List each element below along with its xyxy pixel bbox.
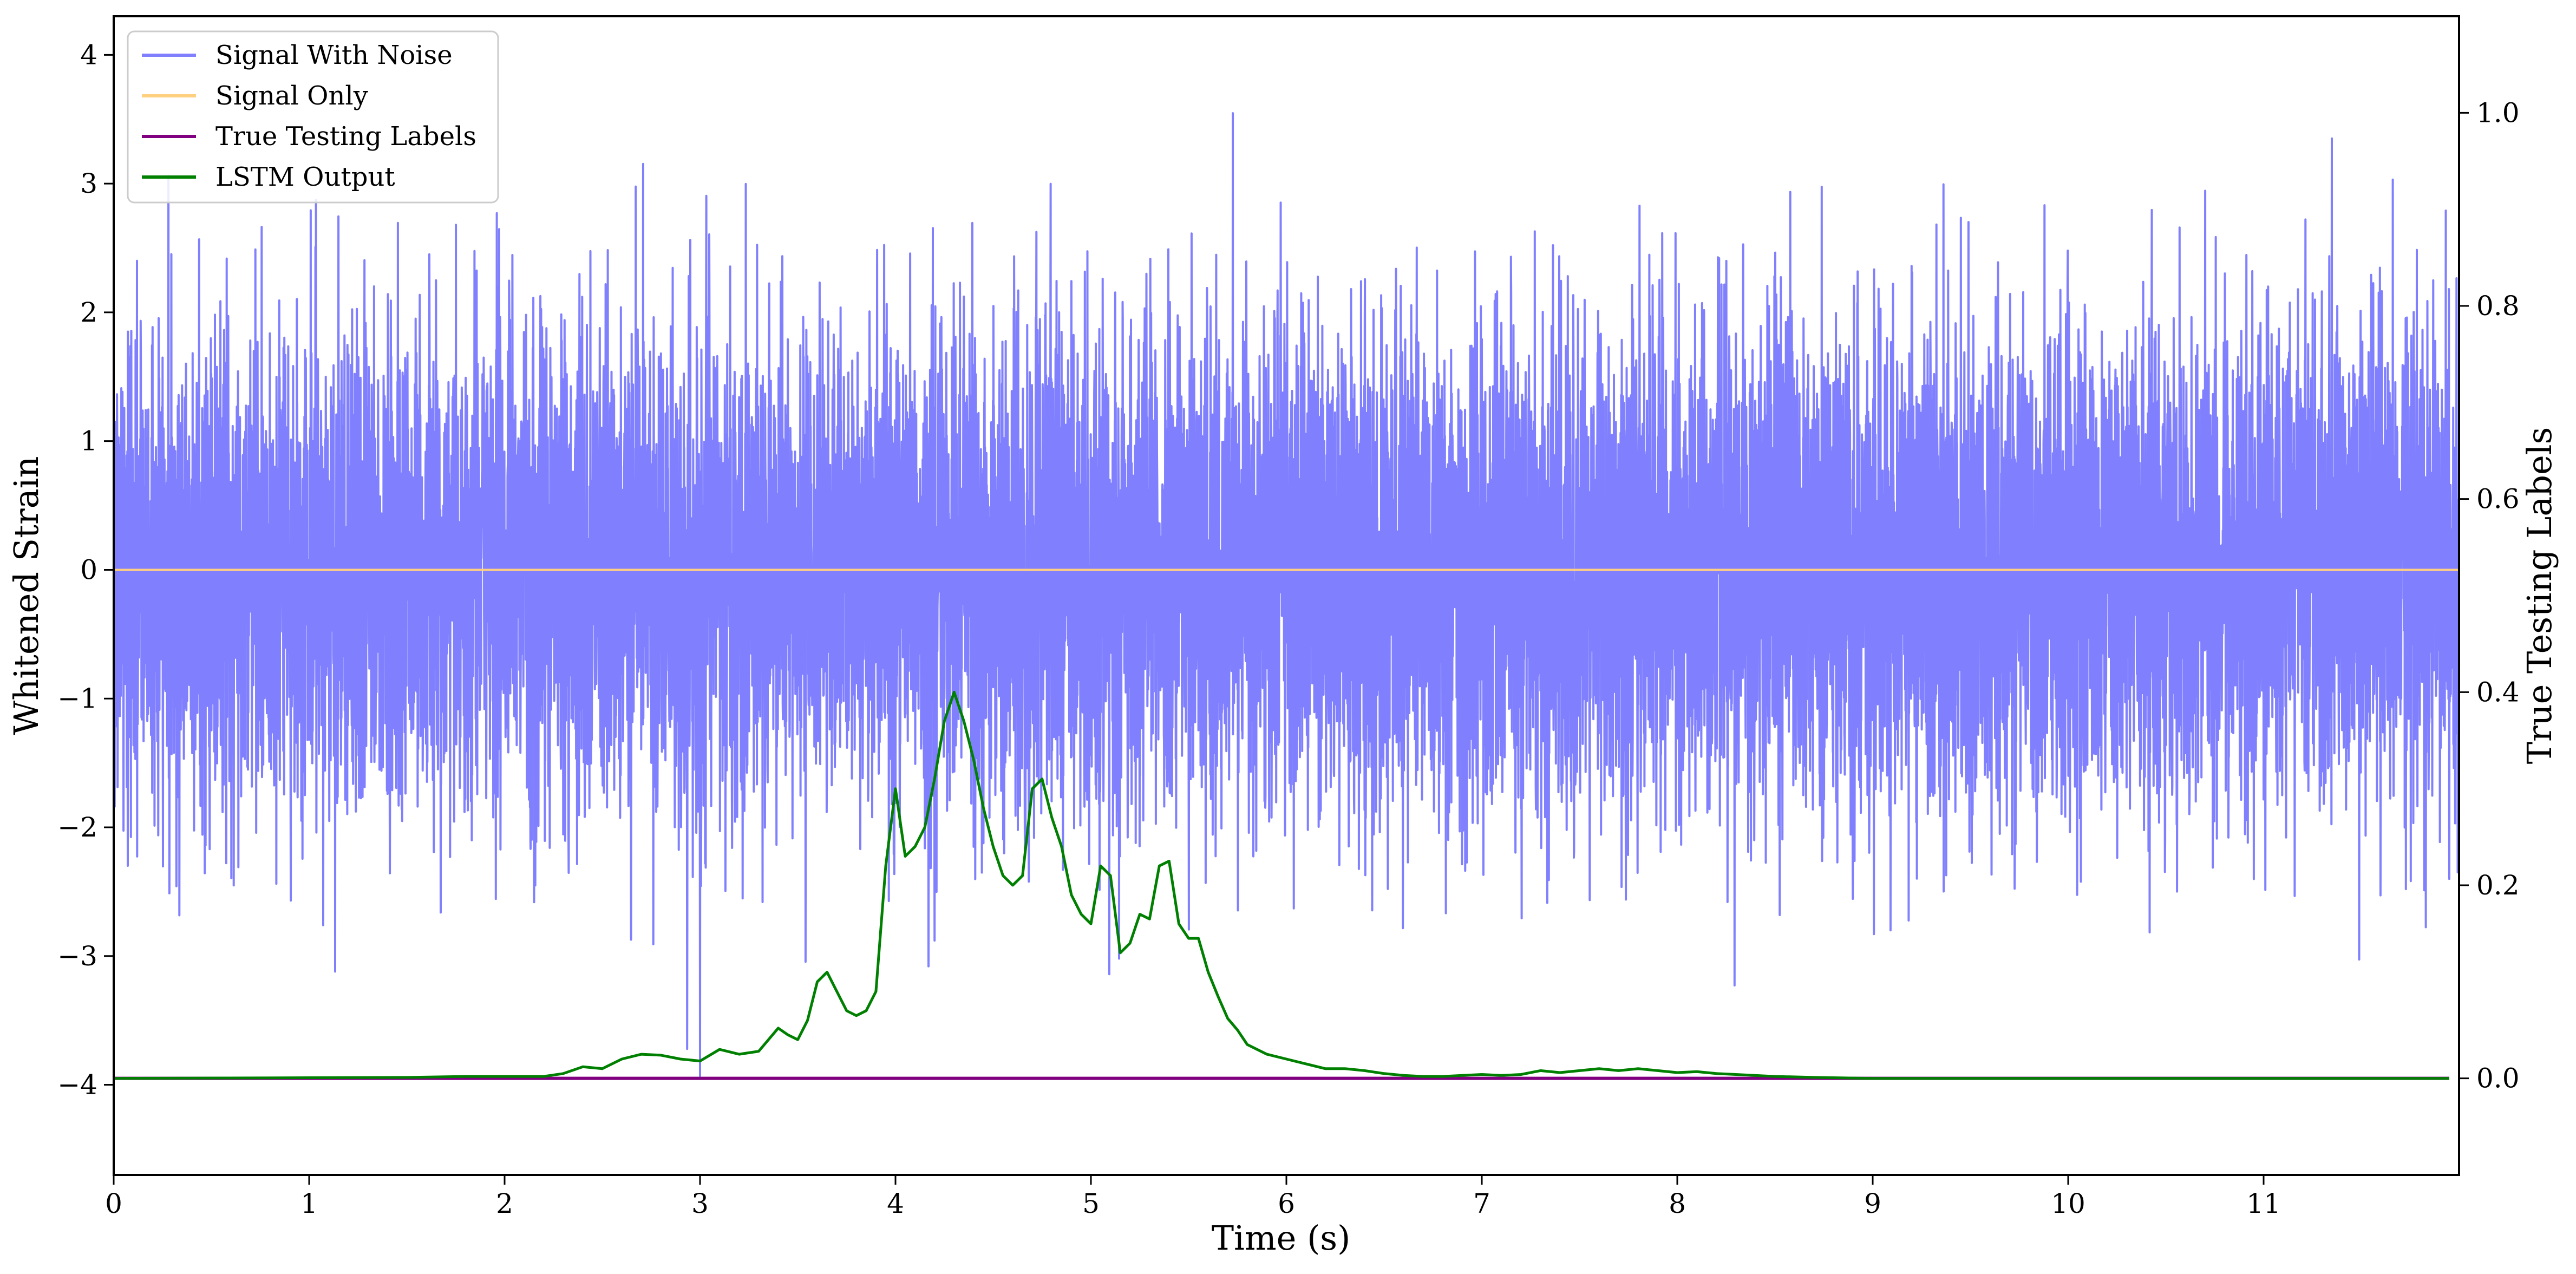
series-layer bbox=[114, 112, 2459, 1080]
y-tick-label: −3 bbox=[57, 940, 97, 972]
y-axis-ticks: −4 −3 −2 −1 0 1 2 3 4 bbox=[57, 39, 114, 1101]
x-tick-label: 5 bbox=[1082, 1188, 1100, 1219]
x-axis-title: Time (s) bbox=[1212, 1218, 1351, 1258]
legend-label: True Testing Labels bbox=[215, 121, 476, 152]
x-axis-ticks: 0 1 2 3 4 5 6 7 8 9 10 11 bbox=[105, 1175, 2281, 1219]
legend-label: Signal Only bbox=[215, 81, 368, 111]
y2-tick-label: 0.6 bbox=[2476, 484, 2520, 515]
y2-tick-label: 0.8 bbox=[2476, 290, 2520, 322]
series-signal-with-noise bbox=[114, 112, 2459, 1077]
y-tick-label: 1 bbox=[80, 426, 97, 457]
y-tick-label: −4 bbox=[57, 1069, 97, 1101]
y-tick-label: 0 bbox=[80, 554, 97, 585]
x-tick-label: 3 bbox=[691, 1188, 709, 1219]
y-tick-label: 3 bbox=[80, 168, 97, 199]
x-tick-label: 8 bbox=[1669, 1188, 1686, 1219]
legend: Signal With Noise Signal Only True Testing… bbox=[127, 30, 499, 204]
x-tick-label: 1 bbox=[300, 1188, 318, 1219]
y2-tick-label: 0.2 bbox=[2476, 870, 2520, 901]
x-tick-label: 4 bbox=[887, 1188, 904, 1219]
y-tick-label: −2 bbox=[57, 812, 97, 843]
legend-label: Signal With Noise bbox=[215, 40, 453, 70]
x-tick-label: 0 bbox=[105, 1188, 122, 1219]
y2-tick-label: 0.4 bbox=[2476, 676, 2520, 708]
y2-axis-ticks: 0.0 0.2 0.4 0.6 0.8 1.0 bbox=[2459, 97, 2520, 1094]
x-tick-label: 10 bbox=[2051, 1188, 2085, 1219]
series-lstm-output bbox=[114, 690, 2449, 1080]
x-tick-label: 7 bbox=[1473, 1188, 1490, 1219]
legend-box bbox=[127, 30, 499, 204]
y-tick-label: −1 bbox=[57, 683, 97, 714]
x-tick-label: 6 bbox=[1278, 1188, 1295, 1219]
y-tick-label: 4 bbox=[80, 39, 97, 70]
legend-label: LSTM Output bbox=[215, 162, 395, 192]
x-tick-label: 11 bbox=[2246, 1188, 2281, 1219]
y2-tick-label: 0.0 bbox=[2476, 1063, 2520, 1094]
y2-tick-label: 1.0 bbox=[2476, 97, 2520, 128]
x-tick-label: 9 bbox=[1864, 1188, 1881, 1219]
y-axis-title: Whitened Strain bbox=[6, 456, 46, 735]
y-tick-label: 2 bbox=[80, 297, 97, 328]
x-tick-label: 2 bbox=[496, 1188, 513, 1219]
y2-axis-title: True Testing Labels bbox=[2520, 427, 2559, 765]
